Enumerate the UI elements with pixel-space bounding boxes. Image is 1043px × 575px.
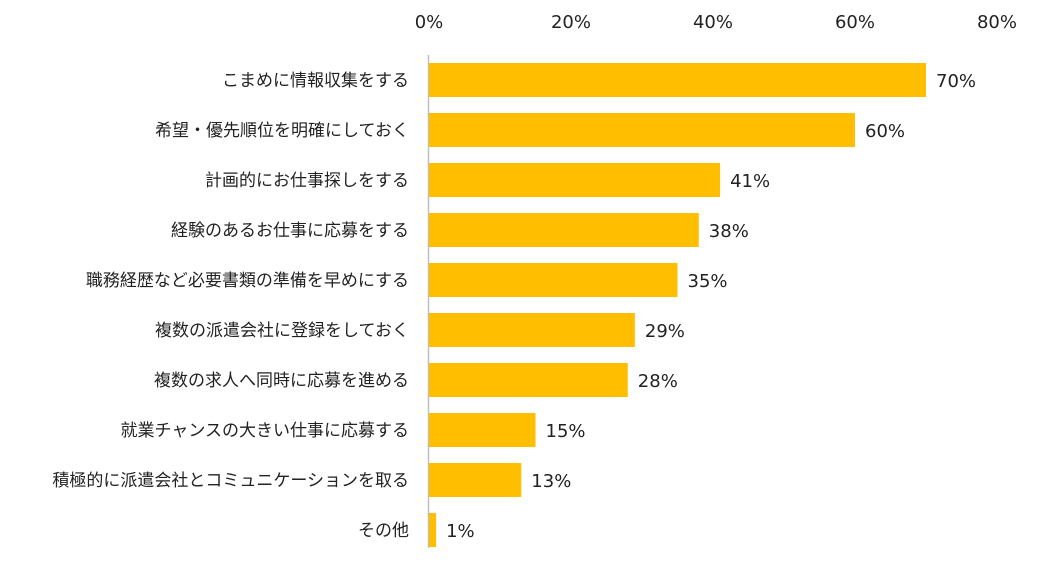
bar (429, 363, 628, 397)
data-label: 15% (546, 421, 586, 442)
x-tick-label: 0% (415, 12, 444, 33)
bar (429, 113, 855, 147)
data-label: 60% (865, 121, 905, 142)
x-tick-label: 40% (693, 12, 733, 33)
x-tick-label: 60% (835, 12, 875, 33)
bar (429, 263, 678, 297)
bar (429, 63, 926, 97)
category-label: 積極的に派遣会社とコミュニケーションを取る (52, 471, 409, 491)
bar (429, 513, 437, 547)
category-label: 複数の求人へ同時に応募を進める (154, 371, 409, 391)
data-label: 70% (936, 71, 976, 92)
bar (429, 163, 721, 197)
category-label: その他 (358, 521, 409, 541)
x-tick-label: 80% (977, 12, 1017, 33)
category-label: こまめに情報収集をする (222, 71, 409, 91)
data-label: 13% (531, 471, 571, 492)
data-label: 28% (638, 371, 678, 392)
data-label: 41% (730, 171, 770, 192)
category-label: 希望・優先順位を明確にしておく (155, 121, 409, 141)
category-label: 計画的にお仕事探しをする (205, 171, 409, 191)
data-label: 29% (645, 321, 685, 342)
bar (429, 213, 699, 247)
x-tick-label: 20% (551, 12, 591, 33)
category-label: 職務経歴など必要書類の準備を早めにする (86, 271, 409, 291)
category-label: 経験のあるお仕事に応募をする (171, 221, 409, 241)
data-label: 1% (446, 521, 475, 542)
bar (429, 313, 635, 347)
data-label: 38% (709, 221, 749, 242)
category-label: 複数の派遣会社に登録をしておく (155, 321, 409, 341)
data-label: 35% (688, 271, 728, 292)
bar (429, 463, 522, 497)
bar (429, 413, 536, 447)
category-label: 就業チャンスの大きい仕事に応募する (121, 421, 410, 441)
